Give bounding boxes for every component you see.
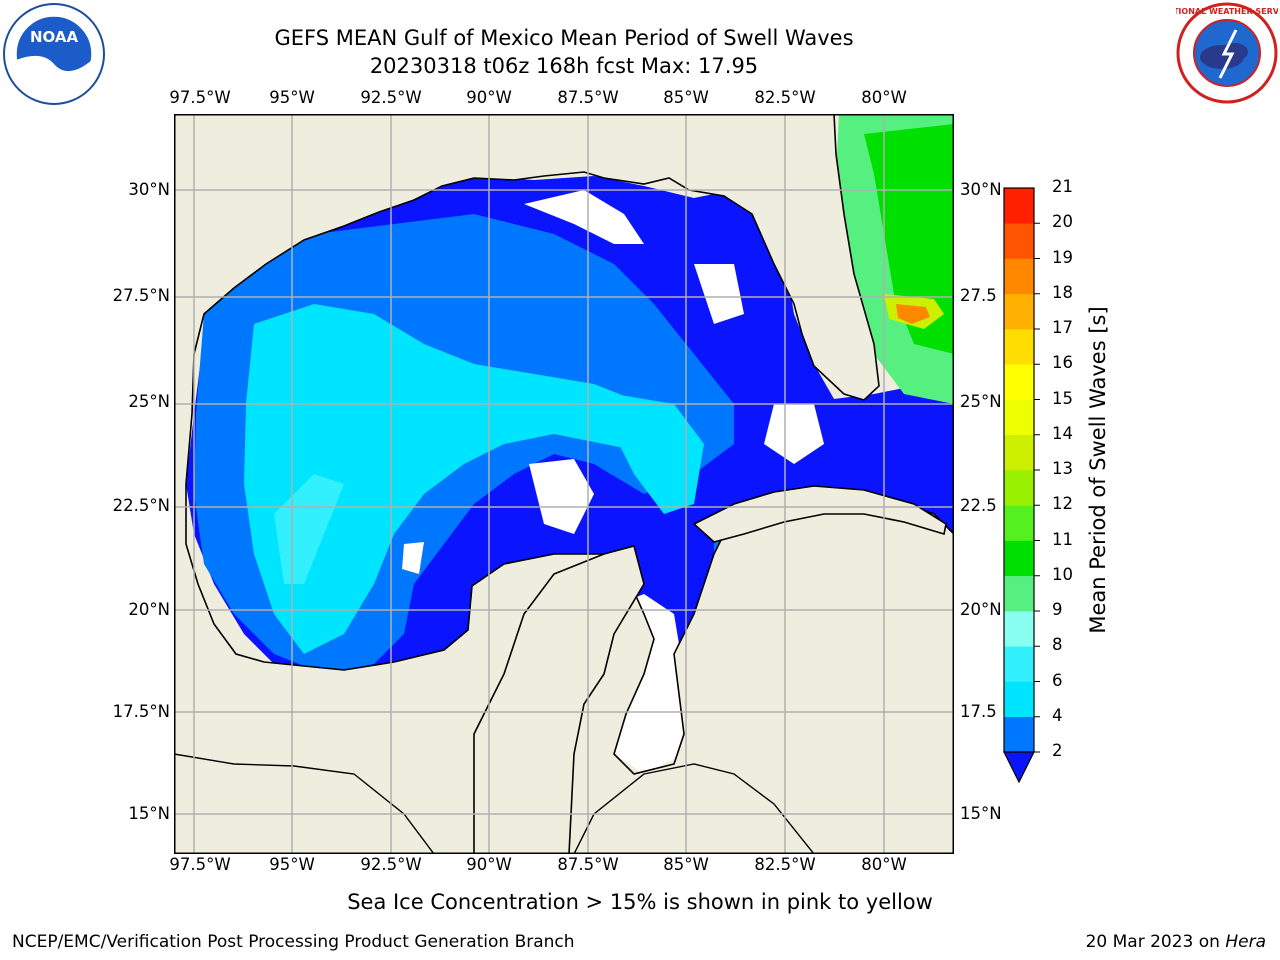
colorbar-tick-label: 14 [1052, 423, 1073, 443]
lon-tick-label: 90°W [466, 855, 512, 874]
colorbar-cell [1004, 364, 1034, 400]
no-data-region [402, 542, 424, 574]
lat-tick-label: 22.5 [960, 496, 997, 515]
yucatan [473, 545, 645, 854]
colorbar-tick-label: 9 [1052, 600, 1063, 619]
lat-tick-label: 25°N [960, 392, 1002, 411]
colorbar-tick-label: 19 [1052, 247, 1073, 267]
colorbar-tick-label: 12 [1052, 494, 1073, 514]
lat-tick-label: 20°N [128, 600, 170, 619]
swell-period-map [174, 114, 954, 854]
lat-tick-label: 30°N [960, 180, 1002, 199]
colorbar-tick-label: 18 [1052, 282, 1073, 302]
colorbar-cell [1004, 399, 1034, 436]
colorbar-frame [1003, 187, 1035, 753]
lat-tick-label: 30°N [128, 180, 170, 199]
nws-logo: NATIONAL WEATHER SERVICE [1176, 2, 1278, 104]
colorbar-tick-label: 17 [1052, 318, 1073, 337]
colorbar-tick-label: 6 [1052, 670, 1063, 690]
footer-credit: NCEP/EMC/Verification Post Processing Pr… [12, 932, 575, 952]
lon-tick-label: 82.5°W [754, 855, 816, 874]
colorbar-tick-label: 4 [1052, 705, 1063, 725]
colorbar-cell [1004, 611, 1034, 647]
lon-tick-label: 82.5°W [754, 88, 816, 107]
colorbar [1003, 187, 1040, 784]
colorbar-tick-label: 15 [1052, 388, 1073, 408]
colorbar-label: Mean Period of Swell Waves [s] [1086, 306, 1110, 634]
colorbar-cell [1004, 223, 1034, 259]
colorbar-tick-label: 11 [1052, 529, 1073, 549]
colorbar-tick-label: 13 [1052, 459, 1073, 478]
colorbar-tick-label: 8 [1052, 635, 1063, 655]
ice-note: Sea Ice Concentration > 15% is shown in … [0, 890, 1280, 914]
atlantic-band-16-18 [896, 304, 930, 324]
lat-tick-label: 22.5°N [112, 496, 170, 515]
lat-tick-label: 15°N [128, 804, 170, 823]
lon-tick-label: 90°W [466, 88, 512, 107]
lat-tick-label: 25°N [128, 392, 170, 411]
colorbar-cell [1004, 258, 1034, 295]
footer-date-text: 20 Mar 2023 on [1085, 932, 1226, 952]
colorbar-extend-triangle [1003, 751, 1035, 784]
no-data-region [764, 404, 824, 464]
band-4-6-east [614, 394, 704, 514]
colorbar-tick-label: 20 [1052, 212, 1073, 232]
central-america [174, 753, 435, 854]
footer-date: 20 Mar 2023 on Hera [1086, 932, 1266, 952]
no-data-region [694, 264, 744, 324]
no-data-region [524, 190, 644, 244]
footer-host: Hera [1225, 932, 1266, 952]
map-frame [174, 114, 954, 854]
lon-tick-label: 85°W [663, 855, 709, 874]
chart-title: GEFS MEAN Gulf of Mexico Mean Period of … [274, 26, 854, 50]
colorbar-cell [1004, 505, 1034, 541]
band-4-6 [244, 304, 674, 654]
colorbar-cell [1004, 681, 1034, 718]
colorbar-cell [1004, 434, 1034, 471]
lon-tick-label: 92.5°W [360, 855, 422, 874]
colorbar-cell [1004, 188, 1034, 224]
lat-tick-label: 17.5 [960, 702, 997, 721]
colorbar-cell [1004, 329, 1034, 365]
colorbar-cell [1004, 716, 1034, 753]
lat-tick-label: 27.5°N [112, 286, 170, 305]
cuba [692, 485, 947, 543]
nws-logo-text: NATIONAL WEATHER SERVICE [1176, 7, 1278, 16]
lat-tick-label: 15°N [960, 804, 1002, 823]
lon-tick-label: 87.5°W [557, 855, 619, 874]
colorbar-cell [1004, 540, 1034, 577]
gridlines [174, 114, 954, 854]
lon-tick-label: 80°W [861, 855, 907, 874]
colorbar-cell [1004, 646, 1034, 682]
colorbar-cell [1004, 293, 1034, 330]
colorbar-cell [1004, 470, 1034, 506]
lon-tick-label: 97.5°W [169, 88, 231, 107]
colorbar-cell [1004, 575, 1034, 612]
colorbar-tick-label: 10 [1052, 564, 1073, 584]
lat-tick-label: 17.5°N [112, 702, 170, 721]
noaa-logo: NOAA [3, 3, 105, 105]
lon-tick-label: 95°W [269, 855, 315, 874]
colorbar-tick-label: 2 [1052, 741, 1063, 760]
lon-tick-label: 95°W [269, 88, 315, 107]
lon-tick-label: 87.5°W [557, 88, 619, 107]
chart-subtitle: 20230318 t06z 168h fcst Max: 17.95 [369, 54, 759, 78]
lon-tick-label: 92.5°W [360, 88, 422, 107]
ice-note-text: Sea Ice Concentration > 15% is shown in … [347, 890, 933, 914]
no-data-region [529, 459, 594, 534]
colorbar-tick-label: 21 [1052, 177, 1073, 196]
lon-tick-label: 85°W [663, 88, 709, 107]
lon-tick-label: 80°W [861, 88, 907, 107]
lon-tick-label: 97.5°W [169, 855, 231, 874]
honduras-coast [573, 763, 815, 854]
colorbar-tick-label: 16 [1052, 353, 1073, 373]
lat-tick-label: 20°N [960, 600, 1002, 619]
noaa-logo-text: NOAA [30, 28, 79, 46]
lat-tick-label: 27.5 [960, 286, 997, 305]
